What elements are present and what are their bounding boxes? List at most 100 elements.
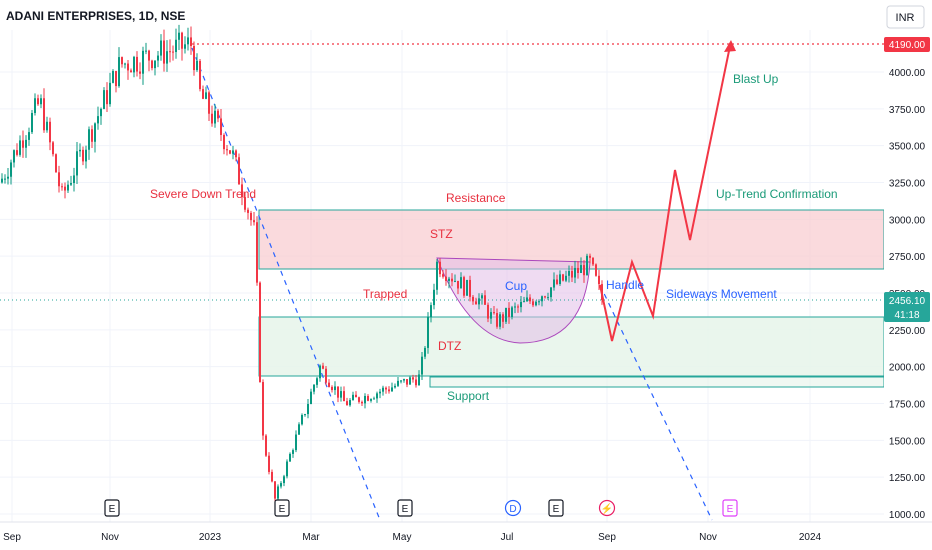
- candle-body: [181, 32, 183, 49]
- event-marker-split[interactable]: ⚡: [598, 499, 616, 517]
- blast-up-label: Blast Up: [733, 72, 779, 86]
- uptrend-confirmation-label: Up-Trend Confirmation: [716, 187, 838, 201]
- dtz-label: DTZ: [438, 339, 461, 353]
- candle-body: [118, 57, 120, 87]
- candle-body: [553, 279, 555, 288]
- candle-body: [109, 82, 111, 105]
- candle-body: [136, 56, 138, 72]
- candle-body: [517, 306, 519, 308]
- resistance-label: Resistance: [446, 191, 506, 205]
- event-marker-dividend[interactable]: D: [504, 499, 522, 517]
- time-tick-label: Sep: [3, 532, 21, 543]
- candle-body: [55, 154, 57, 173]
- resistance-zone: [258, 209, 885, 270]
- candle-body: [259, 282, 261, 383]
- projection-arrowhead: [724, 40, 736, 52]
- candle-body: [493, 312, 495, 314]
- candle-body: [349, 400, 351, 406]
- price-axis-bg: [884, 30, 932, 520]
- candle-body: [121, 57, 123, 65]
- candle-body: [214, 110, 216, 124]
- candle-body: [238, 157, 240, 185]
- time-tick-label: Sep: [598, 532, 616, 543]
- candle-body: [172, 51, 174, 53]
- candle-body: [382, 387, 384, 392]
- candle-body: [298, 424, 300, 435]
- candle-body: [388, 389, 390, 392]
- candle-body: [406, 379, 408, 385]
- candle-body: [19, 140, 21, 155]
- candle-body: [412, 377, 414, 380]
- support-line-zone: [429, 376, 885, 388]
- candle-body: [4, 178, 6, 180]
- candle-body: [160, 40, 162, 56]
- candle-body: [514, 306, 516, 308]
- candle-body: [232, 150, 234, 154]
- currency-button-label[interactable]: INR: [896, 12, 915, 24]
- candle-body: [166, 51, 168, 64]
- candle-body: [190, 37, 192, 47]
- candle-body: [67, 184, 69, 191]
- candle-body: [184, 44, 186, 49]
- candle-body: [481, 295, 483, 299]
- candle-body: [343, 391, 345, 402]
- price-tick-label: 3250.00: [889, 179, 926, 190]
- candle-body: [34, 98, 36, 114]
- last-price-tag: [884, 292, 930, 322]
- candle-body: [589, 255, 591, 258]
- event-marker-earnings[interactable]: E: [397, 499, 413, 517]
- candle-body: [37, 98, 39, 105]
- event-marker-earnings[interactable]: E: [104, 499, 120, 517]
- candle-body: [271, 471, 273, 482]
- event-marker-earnings[interactable]: E: [274, 499, 290, 517]
- candle-body: [472, 296, 474, 302]
- downtrend-line: [191, 47, 381, 521]
- cup-label: Cup: [505, 279, 527, 293]
- svg-text:E: E: [727, 504, 734, 515]
- event-marker-earnings-upcoming[interactable]: E: [722, 499, 738, 517]
- candle-body: [529, 297, 531, 302]
- severe-down-trend-label: Severe Down Trend: [150, 187, 256, 201]
- candle-body: [583, 265, 585, 276]
- candle-body: [526, 297, 528, 302]
- candle-body: [211, 113, 213, 124]
- candle-body: [373, 398, 375, 400]
- candle-body: [544, 296, 546, 298]
- stz-label: STZ: [430, 227, 453, 241]
- candle-body: [52, 142, 54, 155]
- candle-body: [415, 379, 417, 386]
- candle-body: [220, 118, 222, 135]
- candle-body: [187, 37, 189, 45]
- candle-body: [262, 382, 264, 436]
- symbol-title: ADANI ENTERPRISES, 1D, NSE: [6, 9, 185, 23]
- candle-body: [304, 414, 306, 416]
- candle-body: [154, 60, 156, 69]
- candle-body: [550, 287, 552, 298]
- currency-button[interactable]: [886, 5, 925, 29]
- candle-body: [511, 307, 513, 318]
- candle-body: [253, 220, 255, 223]
- candle-body: [466, 279, 468, 296]
- candle-body: [319, 365, 321, 379]
- candle-body: [64, 186, 66, 191]
- candle-body: [442, 274, 444, 277]
- support-zone: [258, 316, 885, 377]
- candle-body: [418, 374, 420, 386]
- candle-body: [595, 264, 597, 276]
- candle-body: [208, 92, 210, 114]
- event-marker-earnings[interactable]: E: [548, 499, 564, 517]
- candle-body: [163, 40, 165, 64]
- candle-body: [379, 391, 381, 394]
- candle-body: [427, 316, 429, 348]
- candlestick-series: [1, 24, 603, 501]
- candle-body: [280, 483, 282, 487]
- candle-body: [274, 481, 276, 499]
- candle-body: [250, 212, 252, 221]
- candle-body: [460, 277, 462, 289]
- candle-body: [307, 404, 309, 415]
- candle-body: [346, 401, 348, 406]
- candle-body: [43, 98, 45, 131]
- candle-body: [523, 301, 525, 303]
- candle-body: [421, 356, 423, 375]
